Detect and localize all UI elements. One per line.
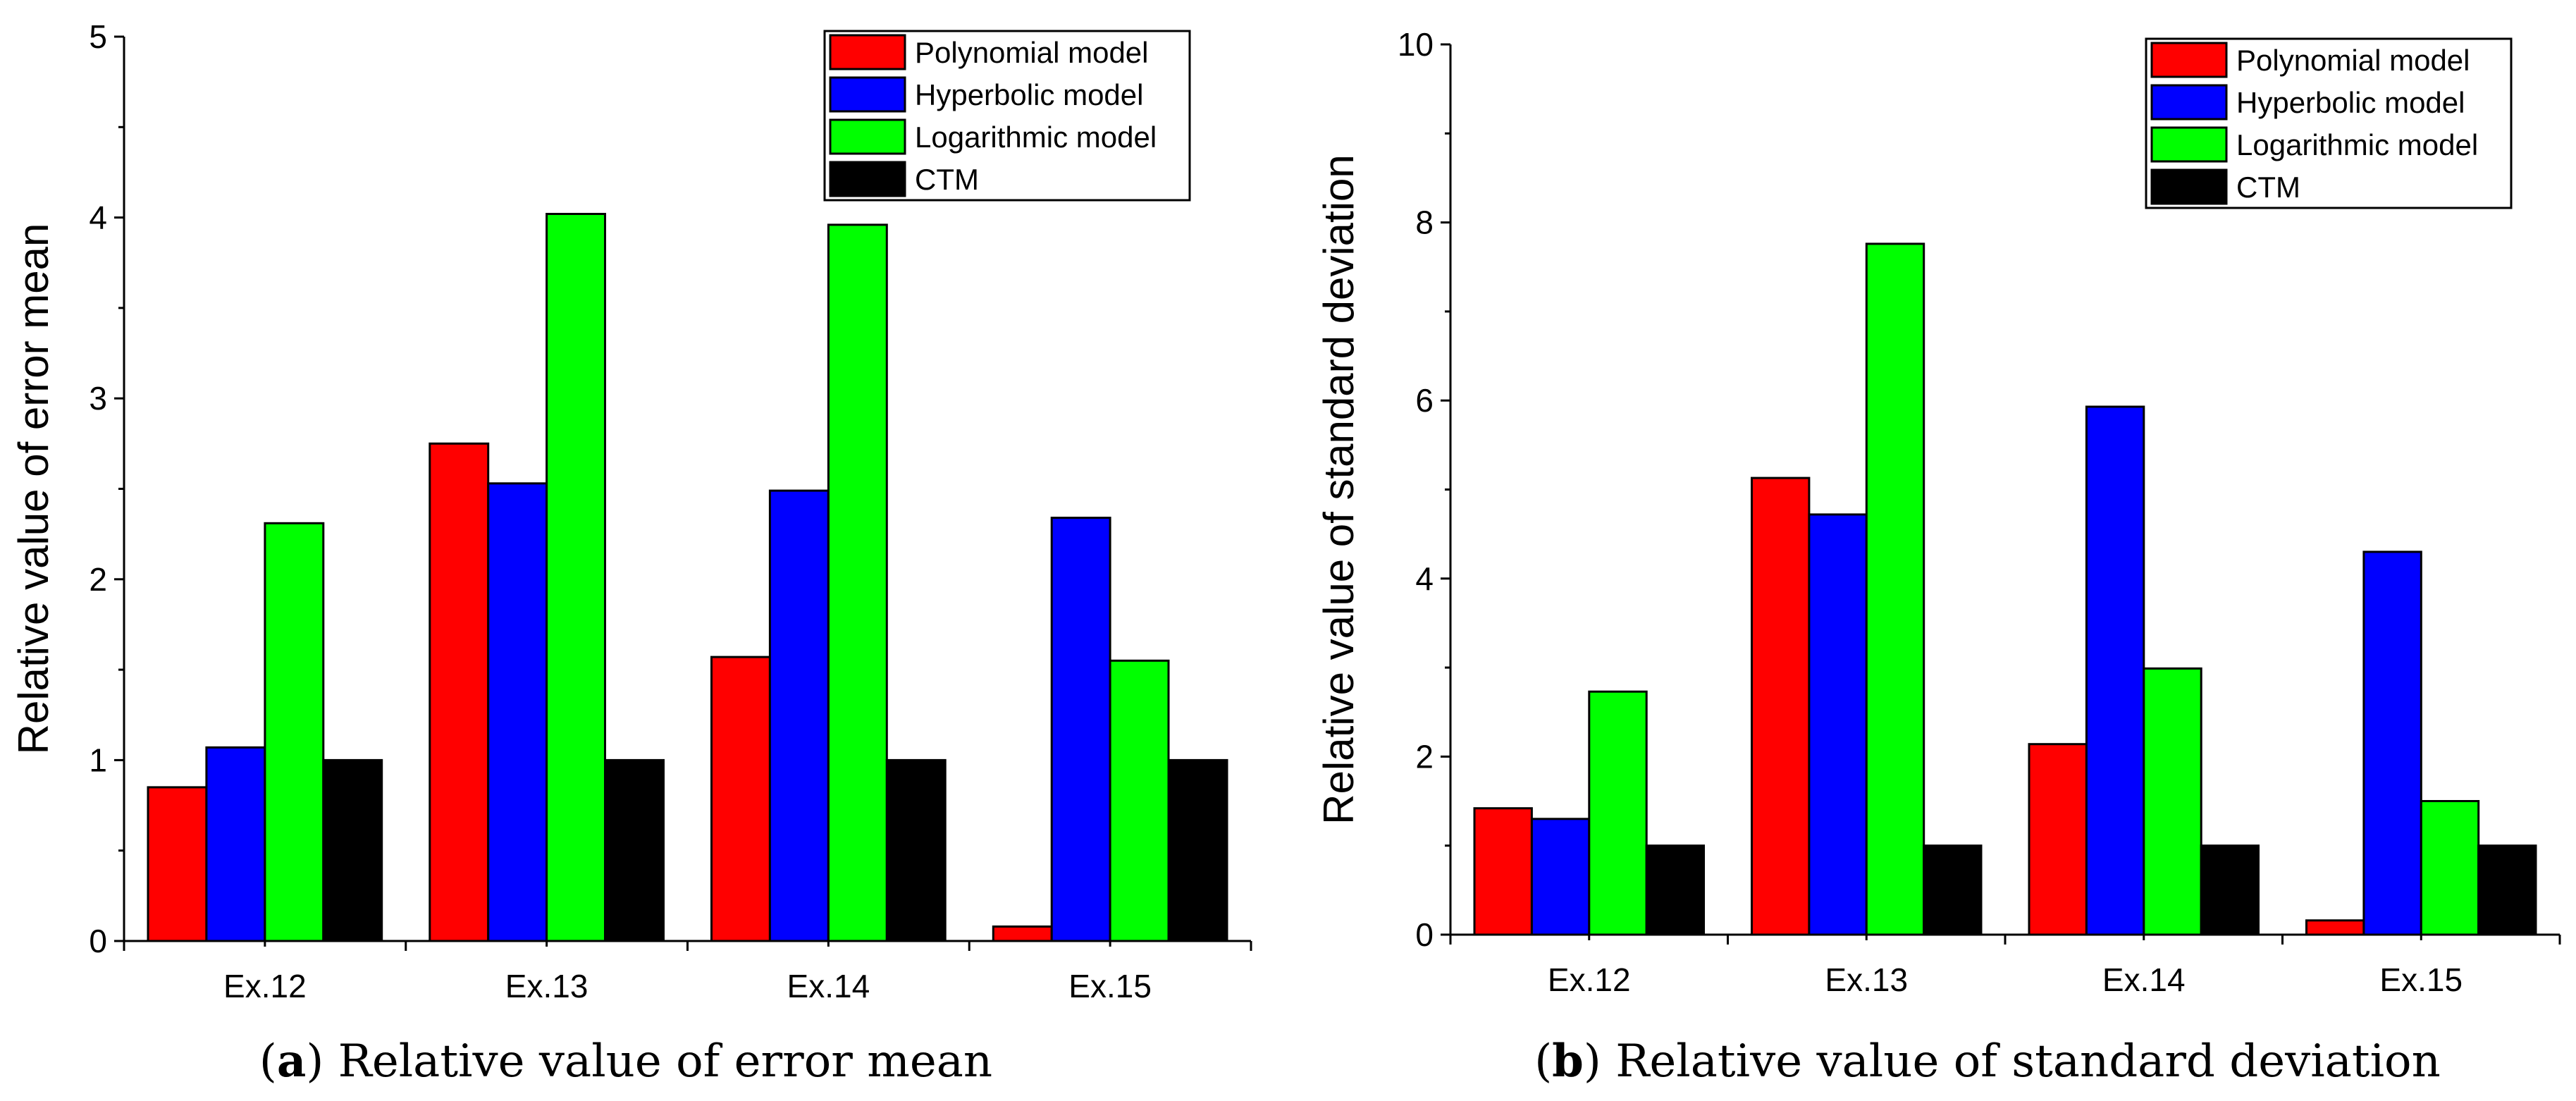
chart-caption: (a) Relative value of error mean <box>259 1035 992 1088</box>
bar <box>2200 844 2260 936</box>
legend-label: Polynomial model <box>2236 44 2470 77</box>
bar <box>1645 844 1706 936</box>
chart-panel-a: 0 1 2 3 4 5 Ex.12 Ex.13 Ex.14 Ex.15 Relative value… <box>10 18 1252 1088</box>
bar <box>2477 844 2537 936</box>
legend-swatch <box>829 118 906 155</box>
y-tick-label: 5 <box>89 18 107 55</box>
x-tick-label: Ex.14 <box>2102 961 2186 998</box>
legend-label: CTM <box>2236 171 2300 204</box>
bar <box>1530 818 1591 936</box>
legend-swatch <box>2150 168 2228 205</box>
legend-swatch <box>829 161 906 197</box>
bar <box>546 213 606 942</box>
bar <box>1923 844 1983 936</box>
y-tick-label: 0 <box>89 923 107 959</box>
x-tick-label: Ex.14 <box>787 968 870 1004</box>
bar <box>147 786 208 942</box>
bar <box>2420 800 2480 936</box>
bar <box>205 746 266 942</box>
bar <box>604 758 665 942</box>
legend-label: Logarithmic model <box>2236 128 2478 161</box>
bar <box>264 522 325 942</box>
chart-panel-b: 0 2 4 6 8 10 Ex.12 Ex.13 Ex.14 Ex.15 Relative valu… <box>1315 26 2561 1088</box>
x-tick-label: Ex.12 <box>1548 961 1631 998</box>
x-tick-label: Ex.15 <box>1068 968 1152 1004</box>
bar <box>768 489 830 942</box>
y-tick-label: 3 <box>89 380 107 417</box>
bar <box>322 758 383 942</box>
bar <box>2305 919 2365 936</box>
x-tick-label: Ex.12 <box>223 968 307 1004</box>
y-tick-label: 6 <box>1415 382 1434 419</box>
y-tick-label: 10 <box>1398 26 1434 63</box>
y-tick-label: 4 <box>89 199 107 236</box>
bar <box>710 656 771 942</box>
bar <box>885 758 947 942</box>
bar <box>1865 242 1925 936</box>
bar <box>1167 758 1228 942</box>
bar <box>1808 513 1868 936</box>
bar <box>429 442 490 942</box>
y-tick-label: 1 <box>89 742 107 778</box>
bar <box>2028 743 2088 936</box>
bar <box>1473 807 1533 936</box>
x-tick-label: Ex.13 <box>1825 961 1908 998</box>
bar <box>1109 659 1170 942</box>
legend-swatch <box>829 76 906 113</box>
legend-swatch <box>2150 84 2228 121</box>
bar <box>2143 667 2202 936</box>
y-tick-label: 2 <box>89 561 107 598</box>
bar <box>2085 405 2145 936</box>
y-axis-label: Relative value of error mean <box>10 223 57 755</box>
y-tick-label: 8 <box>1415 204 1434 241</box>
y-axis-label: Relative value of standard deviation <box>1315 154 1362 825</box>
bar <box>992 925 1053 942</box>
legend-label: Logarithmic model <box>915 121 1157 154</box>
legend-swatch <box>2150 126 2228 163</box>
bar <box>2362 550 2422 936</box>
y-tick-label: 0 <box>1415 916 1434 953</box>
bar <box>487 482 548 942</box>
bar <box>1751 476 1811 936</box>
x-tick-label: Ex.15 <box>2379 961 2463 998</box>
bar <box>1050 517 1111 942</box>
legend-swatch <box>2150 42 2228 78</box>
bar <box>1588 690 1648 936</box>
chart-caption: (b) Relative value of standard deviation <box>1534 1035 2441 1088</box>
legend-label: CTM <box>915 163 979 196</box>
legend-swatch <box>829 34 906 70</box>
bar <box>827 223 888 942</box>
y-tick-label: 4 <box>1415 560 1434 597</box>
y-tick-label: 2 <box>1415 738 1434 775</box>
x-tick-label: Ex.13 <box>505 968 588 1004</box>
legend-label: Polynomial model <box>915 36 1149 69</box>
legend-label: Hyperbolic model <box>915 78 1143 111</box>
legend-label: Hyperbolic model <box>2236 86 2465 119</box>
